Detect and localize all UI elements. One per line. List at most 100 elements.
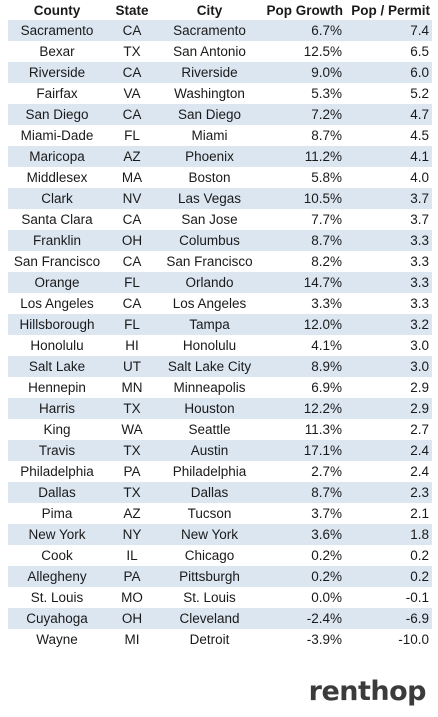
cell-pop-per-permit: 3.7 — [345, 188, 432, 209]
table-row: Sacramento CA Sacramento 6.7% 7.4 — [8, 20, 432, 41]
cell-state: AZ — [106, 503, 158, 524]
cell-city: Boston — [158, 167, 261, 188]
cell-county: Santa Clara — [8, 209, 106, 230]
cell-state: AZ — [106, 146, 158, 167]
cell-city: Los Angeles — [158, 293, 261, 314]
cell-county: Los Angeles — [8, 293, 106, 314]
cell-pop-per-permit: 2.3 — [345, 482, 432, 503]
cell-state: FL — [106, 314, 158, 335]
cell-county: Travis — [8, 440, 106, 461]
cell-county: Miami-Dade — [8, 125, 106, 146]
table-row: Philadelphia PA Philadelphia 2.7% 2.4 — [8, 461, 432, 482]
cell-city: Tucson — [158, 503, 261, 524]
cell-pop-per-permit: 3.7 — [345, 209, 432, 230]
table-row: Riverside CA Riverside 9.0% 6.0 — [8, 62, 432, 83]
cell-county: Riverside — [8, 62, 106, 83]
cell-pop-growth: 5.3% — [261, 83, 345, 104]
cell-state: CA — [106, 293, 158, 314]
cell-county: Clark — [8, 188, 106, 209]
cell-state: NY — [106, 524, 158, 545]
cell-pop-per-permit: 5.2 — [345, 83, 432, 104]
cell-pop-growth: 5.8% — [261, 167, 345, 188]
cell-pop-growth: 0.2% — [261, 566, 345, 587]
cell-pop-growth: 8.7% — [261, 482, 345, 503]
cell-city: Miami — [158, 125, 261, 146]
table-row: Fairfax VA Washington 5.3% 5.2 — [8, 83, 432, 104]
cell-county: Maricopa — [8, 146, 106, 167]
data-table: County State City Pop Growth Pop / Permi… — [8, 0, 432, 650]
table-row: Orange FL Orlando 14.7% 3.3 — [8, 272, 432, 293]
cell-county: Honolulu — [8, 335, 106, 356]
cell-state: TX — [106, 440, 158, 461]
cell-county: Pima — [8, 503, 106, 524]
cell-pop-per-permit: 3.0 — [345, 356, 432, 377]
cell-pop-per-permit: 0.2 — [345, 545, 432, 566]
cell-pop-per-permit: 2.9 — [345, 377, 432, 398]
table-row: Wayne MI Detroit -3.9% -10.0 — [8, 629, 432, 650]
cell-pop-growth: 3.6% — [261, 524, 345, 545]
cell-city: Pittsburgh — [158, 566, 261, 587]
cell-state: TX — [106, 398, 158, 419]
cell-pop-per-permit: 3.2 — [345, 314, 432, 335]
cell-pop-per-permit: 3.0 — [345, 335, 432, 356]
cell-state: CA — [106, 62, 158, 83]
cell-pop-per-permit: 4.7 — [345, 104, 432, 125]
cell-pop-per-permit: -0.1 — [345, 587, 432, 608]
cell-state: CA — [106, 20, 158, 41]
cell-pop-per-permit: 2.7 — [345, 419, 432, 440]
table-row: Clark NV Las Vegas 10.5% 3.7 — [8, 188, 432, 209]
cell-pop-growth: 6.7% — [261, 20, 345, 41]
header-row: County State City Pop Growth Pop / Permi… — [8, 0, 432, 20]
cell-pop-growth: 3.3% — [261, 293, 345, 314]
cell-city: Honolulu — [158, 335, 261, 356]
cell-county: Cuyahoga — [8, 608, 106, 629]
cell-city: Washington — [158, 83, 261, 104]
cell-pop-growth: 17.1% — [261, 440, 345, 461]
cell-state: OH — [106, 608, 158, 629]
cell-state: PA — [106, 461, 158, 482]
cell-state: UT — [106, 356, 158, 377]
cell-pop-per-permit: 3.3 — [345, 272, 432, 293]
cell-city: Columbus — [158, 230, 261, 251]
cell-county: Orange — [8, 272, 106, 293]
cell-county: Allegheny — [8, 566, 106, 587]
cell-pop-growth: 8.7% — [261, 125, 345, 146]
table-row: Cook IL Chicago 0.2% 0.2 — [8, 545, 432, 566]
cell-county: Cook — [8, 545, 106, 566]
cell-county: Dallas — [8, 482, 106, 503]
cell-county: St. Louis — [8, 587, 106, 608]
cell-pop-growth: 11.2% — [261, 146, 345, 167]
cell-pop-per-permit: 0.2 — [345, 566, 432, 587]
table-row: Allegheny PA Pittsburgh 0.2% 0.2 — [8, 566, 432, 587]
cell-city: St. Louis — [158, 587, 261, 608]
cell-county: Fairfax — [8, 83, 106, 104]
cell-state: TX — [106, 41, 158, 62]
cell-pop-growth: 4.1% — [261, 335, 345, 356]
cell-pop-per-permit: 2.4 — [345, 440, 432, 461]
cell-state: OH — [106, 230, 158, 251]
table-row: Maricopa AZ Phoenix 11.2% 4.1 — [8, 146, 432, 167]
table-row: Hillsborough FL Tampa 12.0% 3.2 — [8, 314, 432, 335]
cell-pop-per-permit: 2.1 — [345, 503, 432, 524]
table-row: San Diego CA San Diego 7.2% 4.7 — [8, 104, 432, 125]
cell-county: Hillsborough — [8, 314, 106, 335]
cell-state: NV — [106, 188, 158, 209]
table-row: Middlesex MA Boston 5.8% 4.0 — [8, 167, 432, 188]
cell-state: MA — [106, 167, 158, 188]
table-row: New York NY New York 3.6% 1.8 — [8, 524, 432, 545]
cell-pop-growth: -2.4% — [261, 608, 345, 629]
cell-pop-growth: 7.2% — [261, 104, 345, 125]
table-row: Santa Clara CA San Jose 7.7% 3.7 — [8, 209, 432, 230]
table-row: Travis TX Austin 17.1% 2.4 — [8, 440, 432, 461]
cell-city: New York — [158, 524, 261, 545]
cell-city: Chicago — [158, 545, 261, 566]
cell-county: San Francisco — [8, 251, 106, 272]
cell-state: HI — [106, 335, 158, 356]
table-row: Pima AZ Tucson 3.7% 2.1 — [8, 503, 432, 524]
table-row: Franklin OH Columbus 8.7% 3.3 — [8, 230, 432, 251]
table-row: Dallas TX Dallas 8.7% 2.3 — [8, 482, 432, 503]
table-row: Honolulu HI Honolulu 4.1% 3.0 — [8, 335, 432, 356]
cell-state: VA — [106, 83, 158, 104]
cell-city: Tampa — [158, 314, 261, 335]
cell-county: Hennepin — [8, 377, 106, 398]
